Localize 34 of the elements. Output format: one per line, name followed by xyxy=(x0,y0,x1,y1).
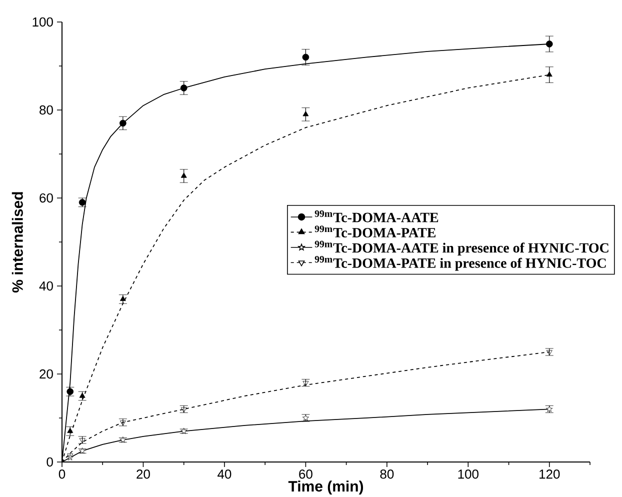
y-tick-label: 0 xyxy=(46,457,53,467)
point xyxy=(120,296,126,301)
y-axis-title: % internalised xyxy=(12,192,23,292)
y-tick-label: 60 xyxy=(40,193,53,203)
point xyxy=(302,54,310,61)
point xyxy=(546,40,553,48)
x-tick-label: 20 xyxy=(136,470,150,479)
y-tick-label: 100 xyxy=(32,17,53,27)
legend-label: $^{99m}$Tc-DOMA-PATE xyxy=(314,226,436,238)
point xyxy=(546,71,552,77)
x-axis-title: Time (min) xyxy=(288,480,364,495)
legend-label: $^{99m}$Tc-DOMA-AATE in presence of HYNIC-TOC xyxy=(314,240,608,256)
x-tick-label: 120 xyxy=(540,470,560,479)
x-tick-label: 0 xyxy=(58,470,66,479)
point xyxy=(302,110,309,116)
point xyxy=(546,350,552,356)
x-tick-label: 100 xyxy=(458,470,478,479)
y-tick-label: 40 xyxy=(39,281,53,291)
legend-label: $^{99m}$Tc-DOMA-AATE xyxy=(314,210,438,222)
x-tick-label: 80 xyxy=(380,470,394,479)
point xyxy=(180,84,188,92)
y-tick-label: 20 xyxy=(40,369,53,379)
x-tick-label: 40 xyxy=(218,470,232,479)
point xyxy=(67,428,74,433)
point xyxy=(79,438,86,444)
y-tick-label: 80 xyxy=(40,105,53,115)
legend-label: $^{99m}$Tc-DOMA-PATE in presence of HYNIC-TOC xyxy=(314,256,606,271)
point xyxy=(180,172,187,178)
point xyxy=(302,380,309,386)
point xyxy=(120,420,126,426)
point xyxy=(79,392,86,398)
point xyxy=(120,120,126,127)
point xyxy=(180,407,187,413)
x-tick-label: 60 xyxy=(299,470,312,479)
